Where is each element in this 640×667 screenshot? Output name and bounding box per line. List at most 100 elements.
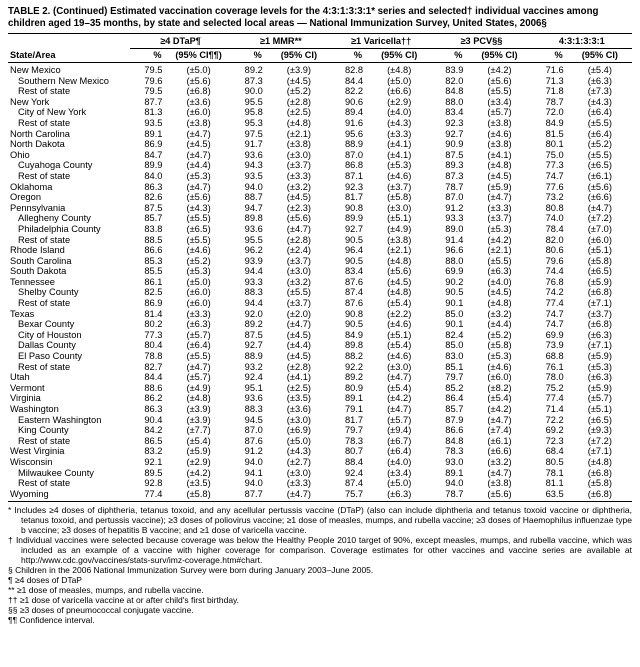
state-area-cell: Rest of state [18,435,71,446]
state-area-cell: Wyoming [10,488,49,499]
state-area-cell: City of New York [18,107,87,118]
percent-cell: 81.1 [545,478,564,489]
ci-cell: (±3.9) [286,65,311,75]
ci-cell: (±5.1) [587,404,612,414]
ci-cell: (±4.0) [487,276,512,287]
table-row: Rest of state 82.7 (±4.7) 93.2 (±2.8) 92.2 (±3… [8,362,632,373]
percent-cell: 87.4 [344,287,364,298]
table-header: ≥4 DTaP¶ ≥1 MMR** ≥1 Varicella†† ≥3 PCV§… [8,33,632,63]
percent-cell: 88.9 [244,351,263,362]
percent-cell: 93.0 [445,456,464,467]
state-area-cell: New York [10,96,50,107]
percent-cell: 94.4 [244,266,263,277]
ci-cell: (±6.8) [587,467,612,478]
percent-cell: 89.2 [244,319,263,330]
ci-cell: (±7.1) [587,446,612,457]
percent-cell: 95.3 [244,117,263,128]
ci-cell: (±8.2) [487,382,512,393]
percent-cell: 81.4 [144,308,163,319]
ci-cell: (±5.7) [587,393,612,404]
ci-cell: (±3.0) [286,467,311,478]
percent-cell: 93.6 [244,393,263,404]
ci-cell: (±3.8) [487,117,512,128]
ci-cell: (±3.8) [186,117,211,128]
percent-cell: 78.8 [144,351,163,362]
ci-cell: (±5.3) [387,160,412,171]
table-body: New Mexico 79.5 (±5.0) 89.2 (±3.9) 82.8 (±4.8)… [8,63,632,502]
ci-cell: (±3.3) [387,128,412,139]
percent-cell: 82.4 [445,329,464,340]
ci-cell: (±7.1) [587,298,612,309]
percent-cell: 96.4 [344,245,364,256]
table-row: Rest of state 86.5 (±5.4) 87.6 (±5.0) 78.3 (±6… [8,436,632,447]
ci-cell: (±6.5) [186,223,211,234]
ci-cell: (±5.5) [487,255,512,266]
ci-header: (95% CI¶¶) [166,48,231,63]
ci-cell: (±5.8) [587,478,612,489]
ci-cell: (±6.0) [186,298,211,309]
table-row: New Mexico 79.5 (±5.0) 89.2 (±3.9) 82.8 (±4.8)… [8,63,632,76]
table-row: Wyoming 77.4 (±5.8) 87.7 (±4.7) 75.7 (±6.3) 78.… [8,489,632,502]
state-area-cell: Washington [10,404,59,414]
ci-cell: (±5.4) [587,65,612,75]
table-row: Vermont 88.6 (±4.9) 95.1 (±2.5) 80.9 (±5.4) 85.… [8,383,632,394]
percent-cell: 81.5 [545,128,564,139]
group-header-pcv: ≥3 PCV§§ [431,33,532,49]
percent-cell: 84.9 [545,117,564,128]
percent-cell: 87.5 [244,329,263,340]
ci-cell: (±3.7) [487,213,512,224]
percent-cell: 93.2 [244,361,263,372]
ci-cell: (±5.9) [587,351,612,362]
ci-cell: (±4.7) [186,181,211,192]
ci-cell: (±4.6) [387,351,412,362]
ci-cell: (±5.6) [487,75,512,86]
percent-cell: 95.5 [244,234,263,245]
percent-cell: 86.3 [144,404,163,414]
percent-cell: 86.6 [144,245,163,256]
percent-cell: 94.0 [244,456,263,467]
ci-cell: (±5.1) [387,329,412,340]
percent-cell: 92.3 [445,117,464,128]
ci-cell: (±5.0) [387,478,412,489]
percent-cell: 87.6 [344,298,364,309]
percent-cell: 86.5 [144,435,163,446]
ci-cell: (±4.7) [286,223,311,234]
ci-cell: (±4.1) [387,139,412,150]
table-row: Utah 84.4 (±5.7) 92.4 (±4.1) 89.2 (±4.7) 79.7 (±… [8,372,632,383]
percent-cell: 80.4 [144,340,163,351]
ci-cell: (±5.2) [286,86,311,97]
ci-cell: (±4.3) [286,446,311,457]
ci-cell: (±5.2) [487,329,512,340]
percent-cell: 79.6 [144,75,163,86]
table-row: Cuyahoga County 89.9 (±4.4) 94.3 (±3.7) 86.8 (… [8,160,632,171]
ci-cell: (±6.8) [186,86,211,97]
ci-cell: (±5.3) [186,170,211,181]
percent-cell: 82.6 [144,192,163,203]
ci-cell: (±4.6) [387,170,412,181]
percent-cell: 88.6 [144,382,163,393]
percent-cell: 90.8 [344,308,364,319]
ci-cell: (±3.7) [286,255,311,266]
percent-cell: 81.3 [144,107,163,118]
percent-cell: 84.2 [144,425,163,436]
ci-cell: (±4.7) [186,128,211,139]
state-area-cell: Rest of state [18,478,71,489]
percent-cell: 79.1 [344,404,364,414]
ci-cell: (±4.7) [487,467,512,478]
ci-cell: (±4.0) [387,107,412,118]
footnote: ** ≥1 dose of measles, mumps, and rubell… [8,585,204,596]
percent-header: % [531,48,568,63]
table-row: Philadelphia County 83.8 (±6.5) 93.6 (±4.7) 9… [8,224,632,235]
percent-cell: 88.0 [445,96,464,107]
ci-cell: (±2.4) [286,245,311,256]
percent-cell: 90.0 [244,86,263,97]
percent-cell: 89.0 [445,223,464,234]
state-area-cell: Rhode Island [10,245,65,256]
table-row: King County 84.2 (±7.7) 87.0 (±6.9) 79.7 (±9.4… [8,425,632,436]
ci-cell: (±4.8) [487,160,512,171]
state-area-cell: Rest of state [18,234,71,245]
ci-cell: (±6.3) [587,75,612,86]
percent-cell: 74.2 [545,287,564,298]
ci-cell: (±6.6) [587,192,612,203]
footnote: § Children in the 2006 National Immuniza… [8,565,374,576]
